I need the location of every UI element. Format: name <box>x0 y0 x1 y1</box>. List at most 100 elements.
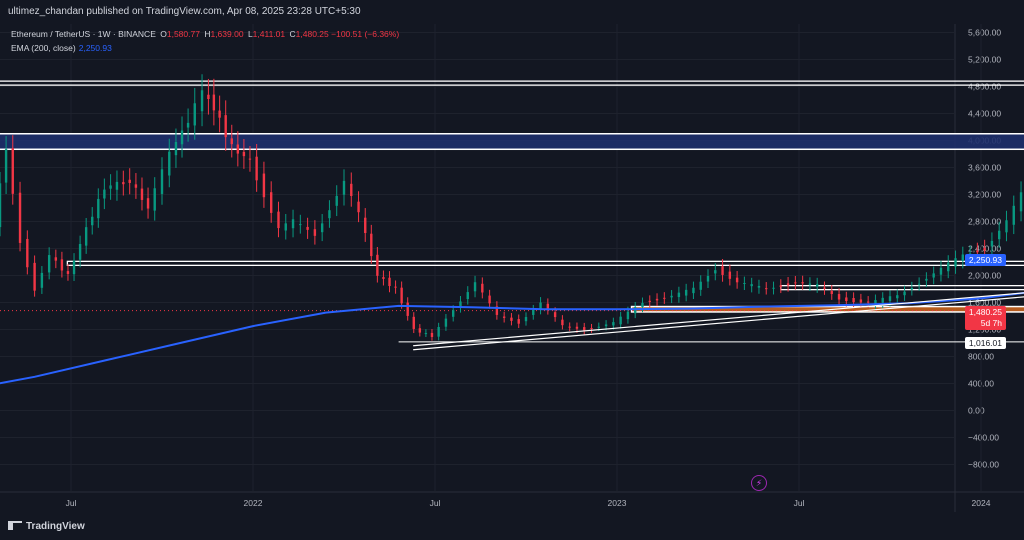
candle-body[interactable] <box>4 149 8 183</box>
candle-body[interactable] <box>1012 205 1015 225</box>
candle-body[interactable] <box>881 297 884 303</box>
candle-body[interactable] <box>40 272 44 288</box>
candle-body[interactable] <box>925 278 928 281</box>
candle-body[interactable] <box>146 198 150 209</box>
candle-body[interactable] <box>532 309 535 315</box>
candle-body[interactable] <box>66 271 70 274</box>
candle-body[interactable] <box>212 94 216 111</box>
candle-body[interactable] <box>845 297 848 302</box>
candle-body[interactable] <box>830 290 833 295</box>
candle-body[interactable] <box>91 216 94 226</box>
candle-body[interactable] <box>242 151 246 157</box>
candle-body[interactable] <box>910 287 914 290</box>
candle-body[interactable] <box>430 332 434 337</box>
candle-body[interactable] <box>612 322 615 326</box>
candle-body[interactable] <box>954 258 957 267</box>
candle-body[interactable] <box>699 281 702 290</box>
candle-body[interactable] <box>510 317 513 321</box>
candle-body[interactable] <box>299 224 302 226</box>
candle-body[interactable] <box>502 316 506 318</box>
candle-body[interactable] <box>976 250 979 253</box>
candle-body[interactable] <box>939 267 943 275</box>
candle-body[interactable] <box>524 317 528 322</box>
ema-legend-row[interactable]: EMA (200, close) 2,250.93 <box>11 41 399 55</box>
horizontal-level[interactable] <box>66 260 1024 267</box>
candle-body[interactable] <box>757 285 761 288</box>
candle-body[interactable] <box>291 219 295 229</box>
candle-body[interactable] <box>495 306 499 315</box>
candle-body[interactable] <box>808 283 812 285</box>
candle-body[interactable] <box>444 318 448 327</box>
candle-body[interactable] <box>750 284 753 287</box>
candle-body[interactable] <box>270 192 273 213</box>
candle-body[interactable] <box>388 277 391 287</box>
candle-body[interactable] <box>277 211 280 229</box>
candle-body[interactable] <box>772 287 775 289</box>
candle-body[interactable] <box>553 312 557 318</box>
candle-body[interactable] <box>357 201 360 213</box>
candle-body[interactable] <box>546 303 550 310</box>
candle-body[interactable] <box>342 180 346 195</box>
candle-body[interactable] <box>382 277 385 279</box>
candle-body[interactable] <box>18 192 22 243</box>
price-chart[interactable]: 5,600.005,200.004,800.004,400.004,000.00… <box>0 0 1024 512</box>
candle-body[interactable] <box>406 302 409 316</box>
candle-body[interactable] <box>394 286 397 288</box>
candle-body[interactable] <box>284 223 287 231</box>
candle-body[interactable] <box>670 295 673 298</box>
candle-body[interactable] <box>437 326 440 337</box>
horizontal-level[interactable] <box>0 80 1024 86</box>
candle-body[interactable] <box>335 195 338 206</box>
candle-body[interactable] <box>801 282 804 284</box>
candle-body[interactable] <box>786 283 790 286</box>
candle-body[interactable] <box>837 294 841 300</box>
candle-body[interactable] <box>998 230 1001 240</box>
candle-body[interactable] <box>97 198 100 219</box>
candle-body[interactable] <box>568 326 571 328</box>
candle-body[interactable] <box>1019 192 1023 212</box>
candle-body[interactable] <box>84 227 88 246</box>
candle-body[interactable] <box>626 311 630 320</box>
candle-body[interactable] <box>459 301 462 308</box>
candle-body[interactable] <box>262 173 266 198</box>
candle-body[interactable] <box>714 270 717 274</box>
candle-body[interactable] <box>866 301 870 303</box>
candle-body[interactable] <box>990 240 994 247</box>
candle-body[interactable] <box>200 90 204 112</box>
candle-body[interactable] <box>816 284 819 287</box>
candle-body[interactable] <box>180 130 184 145</box>
candle-body[interactable] <box>888 296 892 301</box>
candle-body[interactable] <box>684 289 688 296</box>
candle-body[interactable] <box>743 282 746 284</box>
candle-body[interactable] <box>153 188 156 211</box>
candle-body[interactable] <box>412 316 415 329</box>
candle-body[interactable] <box>0 183 2 228</box>
candle-body[interactable] <box>917 283 921 285</box>
candle-body[interactable] <box>655 298 659 301</box>
candle-body[interactable] <box>619 316 622 325</box>
candle-body[interactable] <box>481 283 484 293</box>
candle-body[interactable] <box>103 189 106 199</box>
candle-body[interactable] <box>794 282 797 284</box>
candle-body[interactable] <box>947 262 950 272</box>
candle-body[interactable] <box>400 287 403 304</box>
candle-body[interactable] <box>168 151 171 176</box>
candle-body[interactable] <box>903 291 906 296</box>
candle-body[interactable] <box>11 148 14 194</box>
candle-body[interactable] <box>706 275 710 282</box>
price-zone[interactable] <box>0 133 1024 151</box>
candle-body[interactable] <box>874 300 877 304</box>
candle-body[interactable] <box>320 223 324 233</box>
candle-body[interactable] <box>424 333 428 335</box>
ema-200-line[interactable] <box>0 258 1024 390</box>
candle-body[interactable] <box>634 307 637 314</box>
candle-body[interactable] <box>779 285 782 287</box>
candle-body[interactable] <box>452 310 455 317</box>
candle-body[interactable] <box>488 295 491 304</box>
candle-body[interactable] <box>193 103 196 126</box>
lightning-icon[interactable]: ⚡ <box>751 475 767 491</box>
candle-body[interactable] <box>590 328 593 330</box>
candle-body[interactable] <box>160 169 164 194</box>
candle-body[interactable] <box>370 233 373 257</box>
candle-body[interactable] <box>33 262 36 291</box>
